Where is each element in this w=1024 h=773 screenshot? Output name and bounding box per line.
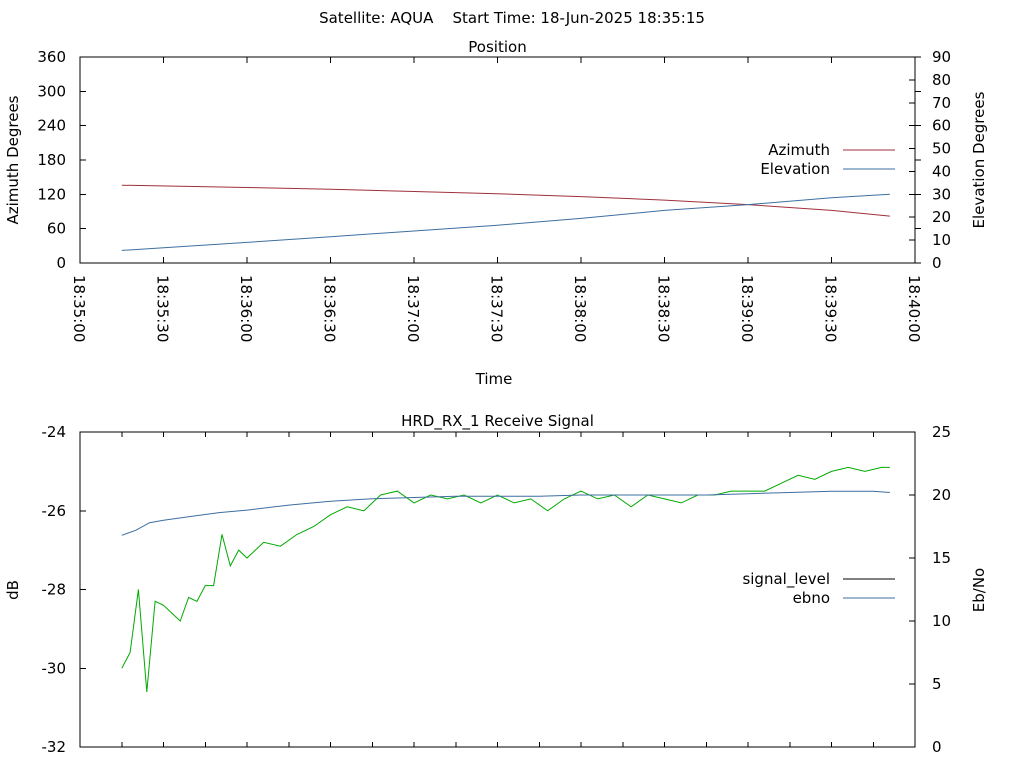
elevation-tick-label: 30 (932, 185, 951, 203)
ebno-tick-label: 0 (932, 738, 942, 756)
signal-title: HRD_RX_1 Receive Signal (401, 412, 594, 431)
ebno-axis-label: Eb/No (970, 568, 988, 612)
page-title: Satellite: AQUA Start Time: 18-Jun-2025 … (319, 9, 705, 27)
time-tick-label: 18:35:00 (70, 275, 88, 342)
elevation-tick-label: 80 (932, 71, 951, 89)
elevation-tick-label: 10 (932, 231, 951, 249)
time-tick-label: 18:37:30 (488, 275, 506, 342)
legend-label-ebno: ebno (793, 589, 830, 607)
position-title: Position (468, 38, 526, 56)
azimuth-tick-label: 120 (37, 185, 66, 203)
azimuth-tick-label: 300 (37, 82, 66, 100)
ebno-tick-label: 20 (932, 486, 951, 504)
ebno-series-line (121, 490, 890, 536)
azimuth-tick-label: 360 (37, 48, 66, 66)
legend-label-elevation: Elevation (760, 160, 830, 178)
elevation-tick-label: 50 (932, 140, 951, 158)
db-tick-label: -26 (42, 502, 67, 520)
ebno-tick-label: 10 (932, 612, 951, 630)
time-tick-label: 18:38:00 (571, 275, 589, 342)
db-axis-label: dB (4, 580, 22, 600)
elevation-tick-label: 40 (932, 162, 951, 180)
elevation-tick-label: 60 (932, 117, 951, 135)
time-tick-label: 18:39:00 (738, 275, 756, 342)
azimuth-series-line (121, 184, 890, 217)
elevation-tick-label: 70 (932, 94, 951, 112)
time-tick-label: 18:35:30 (154, 275, 172, 342)
db-tick-label: -24 (42, 423, 67, 441)
elevation-tick-label: 20 (932, 208, 951, 226)
legend-label-azimuth: Azimuth (768, 141, 830, 159)
azimuth-tick-label: 240 (37, 117, 66, 135)
elevation-axis-label: Elevation Degrees (970, 91, 988, 228)
time-tick-label: 18:37:00 (404, 275, 422, 342)
legend-label-signal-level: signal_level (742, 570, 830, 589)
position-xlabel: Time (475, 370, 513, 388)
time-tick-label: 18:40:00 (905, 275, 923, 342)
time-tick-label: 18:39:30 (822, 275, 840, 342)
azimuth-axis-label: Azimuth Degrees (4, 95, 22, 224)
db-tick-label: -28 (42, 581, 67, 599)
time-tick-label: 18:36:00 (237, 275, 255, 342)
elevation-series-line (121, 193, 890, 251)
time-tick-label: 18:38:30 (655, 275, 673, 342)
time-tick-label: 18:36:30 (321, 275, 339, 342)
azimuth-tick-label: 0 (56, 254, 66, 272)
db-tick-label: -32 (42, 738, 67, 756)
elevation-tick-label: 90 (932, 48, 951, 66)
azimuth-tick-label: 180 (37, 151, 66, 169)
signal-level-series-line (121, 466, 890, 692)
elevation-tick-label: 0 (932, 254, 942, 272)
ebno-tick-label: 25 (932, 423, 951, 441)
ebno-tick-label: 5 (932, 675, 942, 693)
ebno-tick-label: 15 (932, 549, 951, 567)
db-tick-label: -30 (42, 659, 67, 677)
azimuth-tick-label: 60 (47, 220, 66, 238)
